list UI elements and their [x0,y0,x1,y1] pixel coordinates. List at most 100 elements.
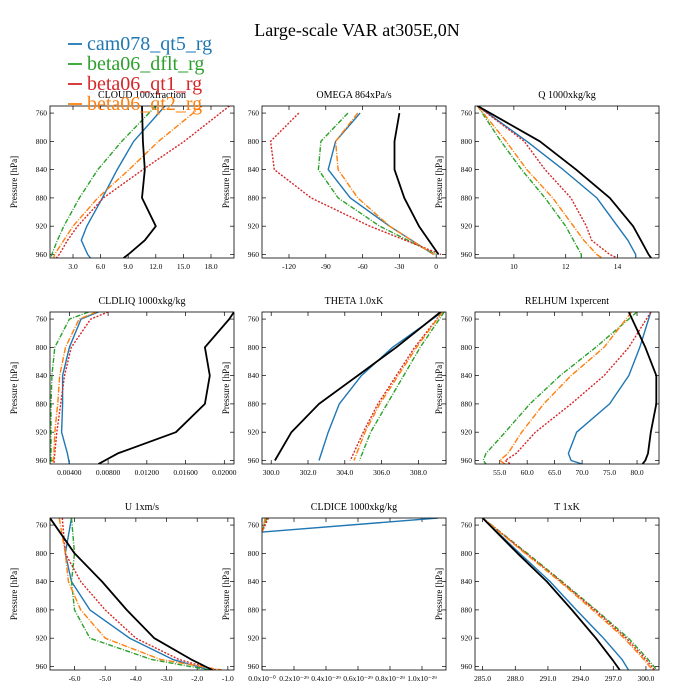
series-line-cam078-qt5-rg [64,518,210,670]
x-tick-label: 306.0 [373,468,390,477]
series-lines [50,106,230,258]
legend-label-cam078-qt5-rg: cam078_qt5_rg [87,33,212,55]
x-tick-label: 14 [614,262,622,271]
y-tick-label: 960 [248,250,260,259]
x-tick-label: 75.0 [603,468,616,477]
series-line-cam078-qt5-rg [477,106,637,258]
x-tick-label: 12 [562,262,570,271]
series-line-obs [481,518,621,670]
series-lines [274,312,445,461]
series-line-beta06-qt2-rg [334,112,435,256]
series-lines [481,518,658,670]
panel-title: CLDLIQ 1000xkg/kg [99,296,186,307]
series-line-obs [274,312,442,461]
panel-cldliq-1000xkg-kg: CLDLIQ 1000xkg/kg Pressure [hPa] 760 800 840… [9,296,237,477]
series-line-beta06-dflt-rg [50,106,157,258]
x-tick-label: 285.0 [474,674,491,683]
series-line-beta06-qt1-rg [55,106,230,258]
legend-label-beta06-qt1-rg: beta06_qt1_rg [87,73,202,95]
legend-label-beta06-qt2-rg: beta06_qt2_rg [87,93,202,115]
y-tick-label: 880 [248,193,260,202]
y-axis-label: Pressure [hPa] [434,156,444,208]
y-tick-label: 840 [461,371,473,380]
x-tick-label: 0.6x10⁻²⁹ [343,674,373,683]
plot-frame [49,105,235,259]
y-axis-label: Pressure [hPa] [9,156,19,208]
y-tick-label: 840 [36,371,48,380]
x-tick-label: 0.0x10⁻⁰ [248,674,276,683]
panel-title: Q 1000xkg/kg [538,90,596,101]
x-tick-label: 60.0 [521,468,534,477]
series-line-cam078-qt5-rg [567,312,652,464]
x-tick-label: 300.0 [263,468,280,477]
series-line-beta06-qt2-rg [58,518,222,670]
series-lines [482,312,658,464]
series-line-beta06-dflt-rg [70,518,210,670]
y-tick-label: 840 [248,371,260,380]
series-line-beta06-qt1-rg [262,518,270,533]
plot-frame [474,311,660,465]
panel-t-1xk: T 1xK Pressure [hPa] 760 800 840 880 920 960285… [434,502,660,683]
x-tick-label: -120 [282,262,296,271]
series-lines [477,106,652,258]
series-line-beta06-qt1-rg [504,312,652,464]
legend: cam078_qt5_rgbeta06_dflt_rgbeta06_qt1_rg… [68,33,212,115]
series-line-cam078-qt5-rg [80,106,166,258]
x-tick-label: -5.0 [99,674,111,683]
panel-title: THETA 1.0xK [325,296,384,307]
y-tick-label: 920 [248,428,260,437]
y-axis-label: Pressure [hPa] [221,568,231,620]
y-tick-label: 800 [248,343,260,352]
panel-u-1xm-s: U 1xm/s Pressure [hPa] 760 800 840 880 920 960 -… [9,502,235,683]
x-tick-label: -30 [394,262,404,271]
y-tick-label: 960 [248,662,260,671]
y-tick-label: 760 [248,521,260,530]
series-line-obs [627,312,658,464]
x-tick-label: 0.01200 [135,468,160,477]
y-tick-label: 960 [461,662,473,671]
y-axis-label: Pressure [hPa] [9,568,19,620]
series-line-beta06-qt1-rg [477,106,618,258]
y-tick-label: 960 [36,662,48,671]
x-tick-label: 0.4x10⁻²⁹ [311,674,341,683]
panel-title: CLDICE 1000xkg/kg [311,502,397,513]
series-line-beta06-qt2-rg [262,518,266,533]
y-tick-label: 880 [36,605,48,614]
x-tick-label: 6.0 [96,262,106,271]
x-tick-label: 9.0 [124,262,134,271]
panel-q-1000xkg-kg: Q 1000xkg/kg Pressure [hPa] 760 800 840 880 92… [434,90,660,271]
series-line-beta06-dflt-rg [482,518,658,670]
y-tick-label: 760 [36,109,48,118]
x-tick-label: -3.0 [161,674,173,683]
panel-title: T 1xK [554,502,580,513]
x-tick-label: 3.0 [68,262,78,271]
x-tick-label: 308.0 [410,468,427,477]
series-line-beta06-qt1-rg [349,312,443,461]
series-line-beta06-qt2-rg [477,106,603,258]
series-line-obs [393,112,440,256]
y-axis-label: Pressure [hPa] [221,156,231,208]
x-tick-label: 0.8x10⁻²⁹ [375,674,405,683]
x-tick-label: 15.0 [177,262,190,271]
y-tick-label: 800 [248,549,260,558]
y-tick-label: 760 [248,109,260,118]
y-tick-label: 760 [248,315,260,324]
series-line-cam078-qt5-rg [60,312,99,464]
y-tick-label: 880 [248,399,260,408]
x-tick-label: -4.0 [130,674,142,683]
x-tick-label: 0.01600 [173,468,198,477]
series-line-beta06-qt1-rg [61,518,216,670]
series-lines [50,312,234,464]
y-tick-label: 800 [36,343,48,352]
y-tick-label: 920 [248,222,260,231]
series-line-beta06-qt1-rg [53,312,109,464]
series-line-beta06-qt2-rg [52,312,97,464]
series-line-beta06-qt2-rg [499,312,633,464]
series-line-beta06-dflt-rg [358,312,445,461]
panel-title: OMEGA 864xPa/s [316,90,391,101]
panel-theta-1-0xk: THETA 1.0xK Pressure [hPa] 760 800 840 880 920… [221,296,447,477]
legend-label-beta06-dflt-rg: beta06_dflt_rg [87,53,204,75]
x-tick-label: -1.0 [222,674,234,683]
panel-title: RELHUM 1xpercent [525,296,609,307]
